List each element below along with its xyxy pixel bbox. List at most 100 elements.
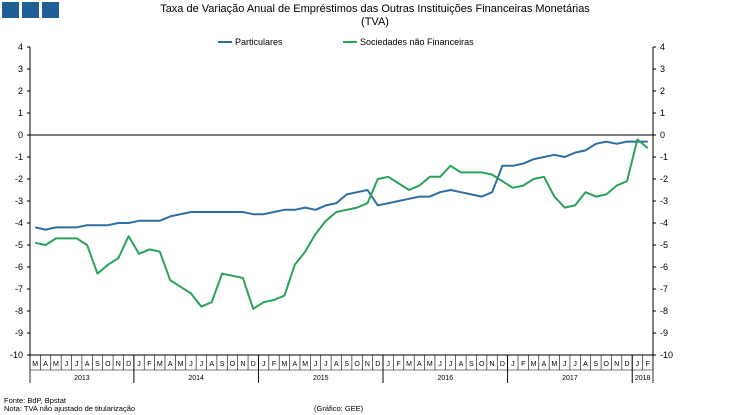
- x-month-label: J: [573, 361, 577, 368]
- x-month-label: F: [646, 361, 650, 368]
- y-tick-label-right: 4: [660, 42, 665, 52]
- x-month-label: D: [251, 361, 256, 368]
- x-month-label: M: [32, 361, 38, 368]
- x-month-label: A: [292, 361, 297, 368]
- x-month-label: A: [43, 361, 48, 368]
- y-tick-label-right: -3: [660, 196, 668, 206]
- x-year-label: 2013: [74, 375, 90, 382]
- footer-credit: (Gráfico: GEE): [314, 404, 364, 413]
- x-month-label: J: [386, 361, 390, 368]
- legend-swatch-sociedades: [343, 40, 357, 43]
- x-month-label: M: [302, 361, 308, 368]
- x-month-label: N: [614, 361, 619, 368]
- y-tick-label-right: -5: [660, 240, 668, 250]
- y-tick-label-right: 3: [660, 64, 665, 74]
- y-tick-label-left: 1: [18, 108, 23, 118]
- x-month-label: J: [324, 361, 328, 368]
- x-month-label: M: [157, 361, 163, 368]
- y-tick-label-right: -4: [660, 218, 668, 228]
- x-month-label: F: [521, 361, 525, 368]
- x-month-label: N: [240, 361, 245, 368]
- y-tick-label-right: 2: [660, 86, 665, 96]
- x-month-label: O: [354, 361, 360, 368]
- y-tick-label-right: -1: [660, 152, 668, 162]
- logo-square-3: [42, 2, 59, 18]
- y-tick-label-right: -8: [660, 306, 668, 316]
- x-year-label: 2015: [313, 375, 329, 382]
- y-tick-label-left: -6: [15, 262, 23, 272]
- x-month-label: N: [116, 361, 121, 368]
- y-tick-label-left: -2: [15, 174, 23, 184]
- y-tick-label-left: -1: [15, 152, 23, 162]
- y-tick-label-left: 3: [18, 64, 23, 74]
- x-month-label: J: [438, 361, 442, 368]
- x-month-label: M: [281, 361, 287, 368]
- x-month-label: D: [500, 361, 505, 368]
- y-tick-label-left: -3: [15, 196, 23, 206]
- x-month-label: N: [490, 361, 495, 368]
- x-month-label: J: [511, 361, 515, 368]
- x-month-label: O: [604, 361, 610, 368]
- x-month-label: S: [344, 361, 349, 368]
- x-month-label: J: [200, 361, 204, 368]
- y-tick-label-left: 2: [18, 86, 23, 96]
- x-month-label: F: [147, 361, 151, 368]
- x-month-label: J: [75, 361, 79, 368]
- y-tick-label-left: -8: [15, 306, 23, 316]
- y-tick-label-right: 1: [660, 108, 665, 118]
- x-year-label: 2014: [188, 375, 204, 382]
- x-month-label: A: [417, 361, 422, 368]
- footer-source: Fonte: BdP, Bpstat: [4, 396, 66, 405]
- x-month-label: S: [594, 361, 599, 368]
- x-month-label: J: [636, 361, 640, 368]
- x-month-label: S: [220, 361, 225, 368]
- y-tick-label-right: -2: [660, 174, 668, 184]
- logo-square-2: [22, 2, 39, 18]
- y-tick-label-right: -10: [660, 350, 673, 360]
- x-month-label: J: [137, 361, 141, 368]
- x-year-label: 2018: [635, 375, 651, 382]
- x-month-label: O: [479, 361, 485, 368]
- x-month-label: O: [105, 361, 111, 368]
- legend-item-sociedades: Sociedades não Financeiras: [343, 37, 474, 47]
- x-month-label: A: [85, 361, 90, 368]
- x-month-label: J: [563, 361, 567, 368]
- x-month-label: M: [53, 361, 59, 368]
- legend-swatch-particulares: [218, 40, 232, 43]
- logo: [2, 2, 60, 18]
- x-month-label: D: [375, 361, 380, 368]
- legend-label-particulares: Particulares: [235, 37, 283, 47]
- series-line-particulares: [34, 140, 648, 231]
- chart-subtitle: (TVA): [361, 16, 389, 28]
- legend-item-particulares: Particulares: [218, 37, 283, 47]
- footer-note: Nota: TVA não ajustado de titularização: [4, 404, 136, 413]
- x-month-label: J: [314, 361, 318, 368]
- x-month-label: M: [178, 361, 184, 368]
- x-month-label: A: [209, 361, 214, 368]
- x-month-label: A: [542, 361, 547, 368]
- x-month-label: N: [365, 361, 370, 368]
- y-tick-label-left: -5: [15, 240, 23, 250]
- x-month-label: S: [469, 361, 474, 368]
- x-year-label: 2016: [438, 375, 454, 382]
- y-tick-label-right: -7: [660, 284, 668, 294]
- x-year-label: 2017: [562, 375, 578, 382]
- x-month-label: J: [449, 361, 453, 368]
- x-month-label: F: [396, 361, 400, 368]
- y-tick-label-left: -7: [15, 284, 23, 294]
- chart-title: Taxa de Variação Anual de Empréstimos da…: [160, 3, 590, 15]
- x-month-label: F: [272, 361, 276, 368]
- y-tick-label-left: -4: [15, 218, 23, 228]
- legend-label-sociedades: Sociedades não Financeiras: [360, 37, 474, 47]
- x-month-label: J: [65, 361, 69, 368]
- x-month-label: A: [334, 361, 339, 368]
- x-month-label: A: [583, 361, 588, 368]
- x-month-label: M: [551, 361, 557, 368]
- x-month-label: M: [406, 361, 412, 368]
- x-month-label: A: [459, 361, 464, 368]
- x-month-label: M: [531, 361, 537, 368]
- x-month-label: S: [95, 361, 100, 368]
- y-tick-label-left: 4: [18, 42, 23, 52]
- x-month-label: J: [189, 361, 193, 368]
